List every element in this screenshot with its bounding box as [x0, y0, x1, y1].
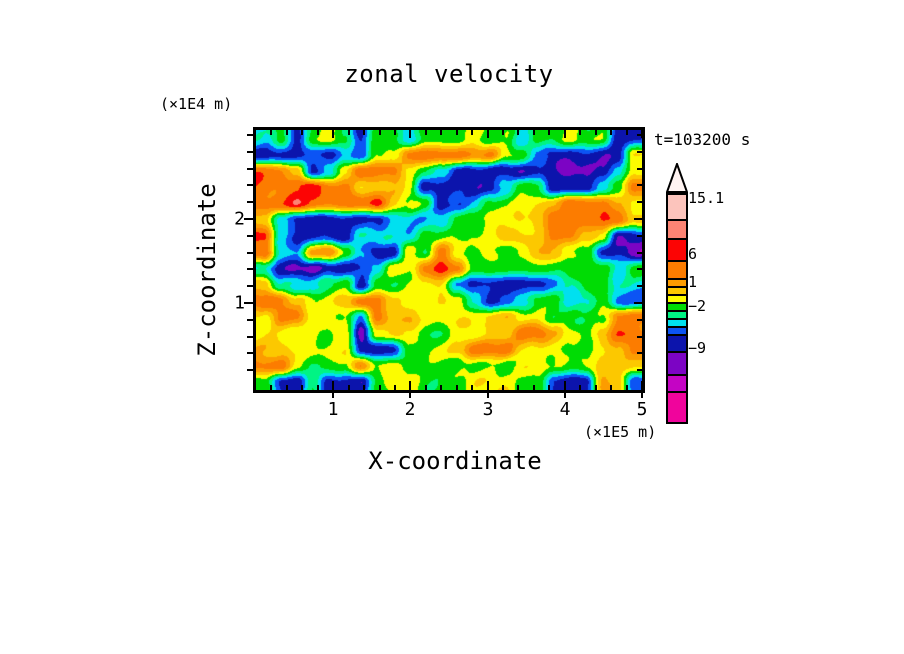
- colorbar-band-yellow: [666, 296, 688, 304]
- colorbar-band-gold: [666, 288, 688, 296]
- colorbar-band-orange: [666, 262, 688, 280]
- colorbar-band-purple-magenta: [666, 376, 688, 393]
- colorbar-label--9: −9: [688, 339, 707, 357]
- x-tick-label-2: 2: [404, 399, 416, 420]
- x-axis-major-tick-stub: [641, 393, 643, 398]
- x-axis-major-tick-stub: [487, 393, 489, 398]
- x-axis-major-tick-stub: [332, 393, 334, 398]
- colorbar-label--2: −2: [688, 297, 707, 315]
- colorbar-label-15.1: 15.1: [688, 189, 725, 207]
- x-tick-label-4: 4: [559, 399, 571, 420]
- colorbar-band-spring-green: [666, 312, 688, 320]
- x-tick-label-3: 3: [482, 399, 494, 420]
- colorbar-band-cyan: [666, 320, 688, 328]
- colorbar-band-red: [666, 240, 688, 262]
- x-axis-major-tick-stub: [564, 393, 566, 398]
- x-tick-label-5: 5: [636, 399, 648, 420]
- x-axis-unit: (×1E5 m): [584, 423, 657, 441]
- colorbar-band-magenta: [666, 393, 688, 424]
- x-axis-label: X-coordinate: [368, 447, 542, 475]
- y-tick-label-1: 1: [234, 292, 245, 314]
- colorbar-band-salmon: [666, 221, 688, 240]
- plot-area: [253, 127, 645, 393]
- colorbar-label-1: 1: [688, 273, 698, 291]
- y-axis-major-tick: [244, 218, 253, 220]
- y-axis-unit: (×1E4 m): [160, 95, 233, 113]
- contour-field-canvas: [256, 130, 642, 390]
- x-axis-major-tick-stub: [409, 393, 411, 398]
- colorbar-arrow-icon: [666, 163, 688, 193]
- y-tick-label-2: 2: [234, 208, 245, 230]
- colorbar-label-6: 6: [688, 245, 698, 263]
- y-axis-major-tick: [244, 302, 253, 304]
- colorbar-band-pale-pink: [666, 193, 688, 221]
- colorbar-band-amber: [666, 280, 688, 288]
- colorbar-bands: [666, 193, 688, 424]
- colorbar-band-violet: [666, 353, 688, 376]
- colorbar: [666, 163, 688, 424]
- colorbar-band-navy: [666, 336, 688, 353]
- x-tick-label-1: 1: [327, 399, 339, 420]
- colorbar-band-green: [666, 304, 688, 312]
- timestamp-annotation: t=103200 s: [654, 130, 751, 149]
- colorbar-band-blue: [666, 328, 688, 336]
- chart-title: zonal velocity: [344, 60, 554, 88]
